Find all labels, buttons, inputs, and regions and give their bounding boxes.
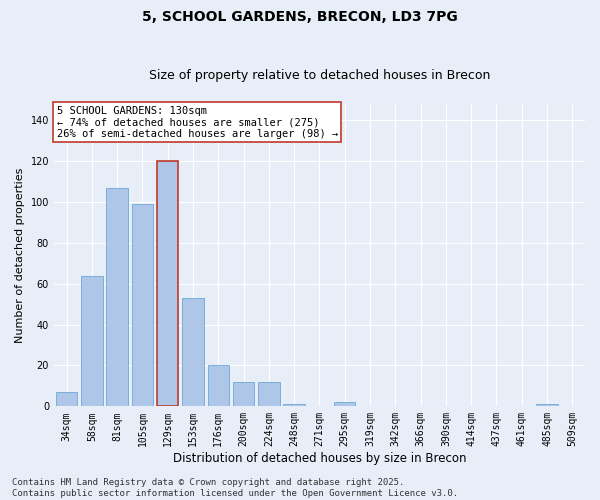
Bar	[283, 404, 305, 406]
Bar	[131, 204, 153, 406]
Y-axis label: Number of detached properties: Number of detached properties	[15, 168, 25, 343]
Text: 5 SCHOOL GARDENS: 130sqm
← 74% of detached houses are smaller (275)
26% of semi-: 5 SCHOOL GARDENS: 130sqm ← 74% of detach…	[56, 106, 338, 138]
Text: 5, SCHOOL GARDENS, BRECON, LD3 7PG: 5, SCHOOL GARDENS, BRECON, LD3 7PG	[142, 10, 458, 24]
Bar	[157, 161, 178, 406]
Title: Size of property relative to detached houses in Brecon: Size of property relative to detached ho…	[149, 69, 490, 82]
Bar	[56, 392, 77, 406]
Bar	[258, 382, 280, 406]
X-axis label: Distribution of detached houses by size in Brecon: Distribution of detached houses by size …	[173, 452, 466, 465]
Bar	[106, 188, 128, 406]
Text: Contains HM Land Registry data © Crown copyright and database right 2025.
Contai: Contains HM Land Registry data © Crown c…	[12, 478, 458, 498]
Bar	[536, 404, 558, 406]
Bar	[334, 402, 355, 406]
Bar	[208, 366, 229, 406]
Bar	[182, 298, 204, 406]
Bar	[233, 382, 254, 406]
Bar	[81, 276, 103, 406]
